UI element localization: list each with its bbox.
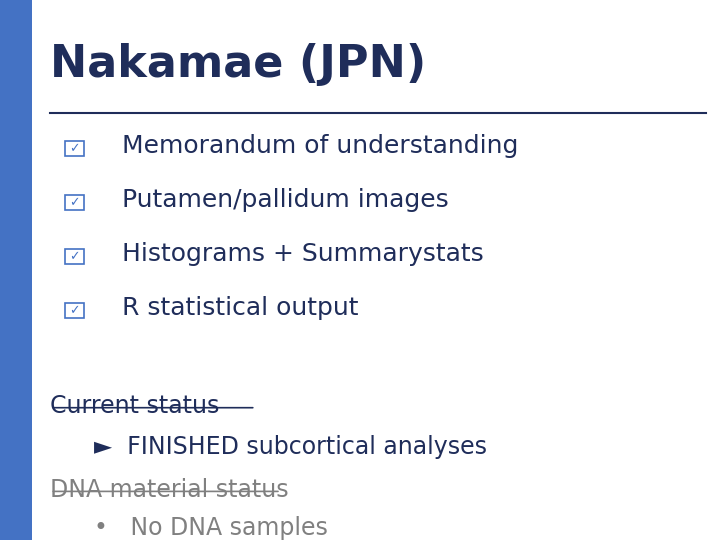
Text: ✓: ✓ <box>69 196 79 209</box>
Text: ✓: ✓ <box>69 304 79 317</box>
FancyBboxPatch shape <box>65 195 84 210</box>
Text: ►  FINISHED subcortical analyses: ► FINISHED subcortical analyses <box>94 435 487 458</box>
FancyBboxPatch shape <box>65 249 84 264</box>
Text: Nakamae (JPN): Nakamae (JPN) <box>50 43 427 86</box>
Text: Putamen/pallidum images: Putamen/pallidum images <box>122 188 449 212</box>
Text: Memorandum of understanding: Memorandum of understanding <box>122 134 519 158</box>
Text: ✓: ✓ <box>69 142 79 155</box>
FancyBboxPatch shape <box>65 141 84 156</box>
Text: DNA material status: DNA material status <box>50 478 289 502</box>
FancyBboxPatch shape <box>65 303 84 318</box>
Text: •   No DNA samples: • No DNA samples <box>94 516 328 539</box>
Text: Histograms + Summarystats: Histograms + Summarystats <box>122 242 484 266</box>
Text: Current status: Current status <box>50 394 220 418</box>
FancyBboxPatch shape <box>0 0 32 540</box>
Text: R statistical output: R statistical output <box>122 296 359 320</box>
Text: ✓: ✓ <box>69 250 79 263</box>
